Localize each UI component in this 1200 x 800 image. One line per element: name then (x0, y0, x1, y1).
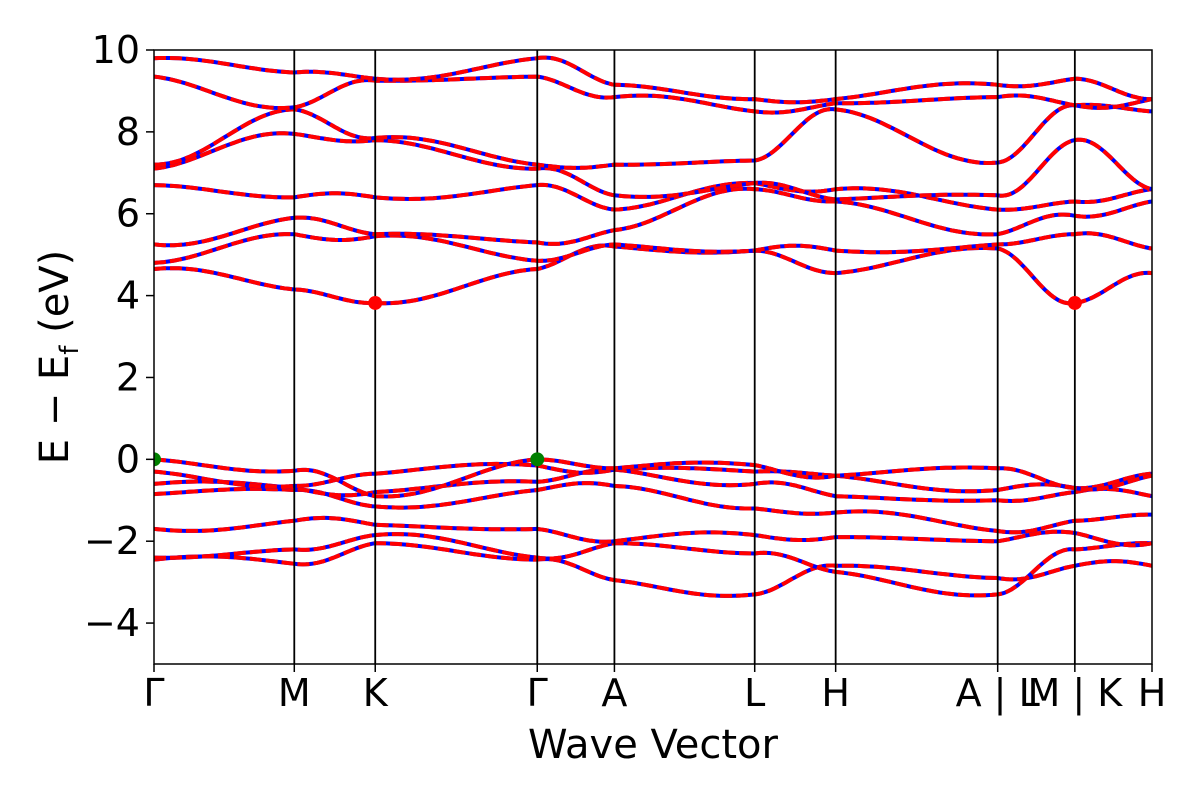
band-line-spin-down (154, 457, 1152, 499)
y-axis-title-subscript: f (55, 345, 85, 355)
y-axis-ticks: −4 −2 0 2 4 6 8 10 (84, 28, 154, 645)
vbm-marker (154, 452, 161, 467)
band-line-spin-down (154, 102, 1152, 170)
y-tick-label: 10 (92, 28, 140, 72)
band-line-spin-down (154, 467, 1152, 504)
x-tick-label: H (1138, 671, 1167, 715)
x-tick-label: Γ (527, 671, 548, 715)
y-tick-label: −2 (84, 519, 140, 563)
x-tick-label: M (278, 671, 311, 715)
band-line-spin-down (154, 541, 1152, 598)
vbm-marker (530, 452, 545, 467)
kpath-dividers (293, 50, 1076, 664)
x-tick-label: Γ (143, 671, 164, 715)
y-tick-label: 2 (116, 355, 140, 399)
x-axis-ticks: Γ M K Γ A L H A | LM | K H (143, 664, 1166, 716)
band-line-spin-down (154, 515, 1152, 548)
y-tick-label: 8 (116, 110, 140, 154)
plot-frame (153, 49, 1153, 665)
y-tick-label: −4 (84, 601, 140, 645)
y-axis-title: E − Ef (eV) (32, 250, 85, 465)
band-line-spin-down (154, 186, 1152, 248)
band-line-spin-down (154, 243, 1152, 306)
band-line-spin-up (154, 243, 1152, 306)
x-tick-label: H (821, 671, 850, 715)
x-tick-label: K (363, 671, 389, 715)
cbm-marker (368, 295, 383, 310)
band-line-spin-down (154, 532, 1152, 598)
x-tick-label: L (744, 671, 765, 715)
band-line-spin-down (154, 55, 1152, 105)
band-line-spin-up (154, 131, 1152, 202)
x-tick-label: A | L (956, 671, 1040, 716)
band-line-spin-down (154, 131, 1152, 202)
y-tick-label: 6 (116, 192, 140, 236)
band-line-spin-down (154, 74, 1152, 115)
cbm-marker (1067, 295, 1082, 310)
x-tick-label: M | K (1028, 671, 1124, 716)
y-axis-title-unit: (eV) (32, 250, 78, 333)
y-tick-label: 0 (116, 437, 140, 481)
band-extrema-markers (154, 295, 1082, 467)
band-lines (154, 55, 1152, 598)
x-tick-label: A (601, 671, 627, 715)
y-axis-title-main: E − E (32, 355, 78, 465)
y-tick-label: 4 (116, 274, 140, 318)
band-line-spin-down (154, 231, 1152, 265)
x-axis-title: Wave Vector (528, 722, 779, 768)
